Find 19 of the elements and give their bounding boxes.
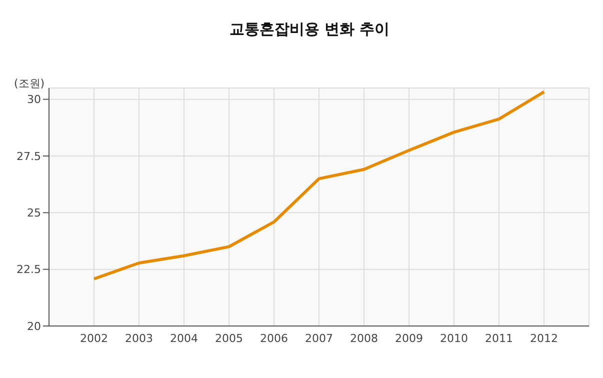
x-tick-label: 2003 <box>125 332 153 345</box>
y-tick-label: 22.5 <box>16 263 41 276</box>
x-tick-label: 2010 <box>440 332 468 345</box>
x-tick-label: 2005 <box>215 332 243 345</box>
y-tick-label: 25 <box>27 206 41 220</box>
x-tick-label: 2007 <box>305 332 333 345</box>
chart-title: 교통혼잡비용 변화 추이 <box>228 20 391 39</box>
y-axis-title: (조원) <box>14 76 45 91</box>
line-series <box>92 90 546 280</box>
x-tick-label: 2012 <box>530 332 558 345</box>
x-tick-label: 2006 <box>260 332 288 345</box>
x-tick-label: 2009 <box>395 332 423 345</box>
y-tick-label: 27.5 <box>16 150 41 163</box>
y-tick-label: 30 <box>27 93 41 106</box>
x-tick-label: 2011 <box>485 332 513 345</box>
x-tick-label: 2002 <box>80 332 108 345</box>
y-tick-label: 20 <box>27 320 41 333</box>
x-tick-label: 2004 <box>170 332 198 345</box>
x-tick-label: 2008 <box>350 332 378 345</box>
